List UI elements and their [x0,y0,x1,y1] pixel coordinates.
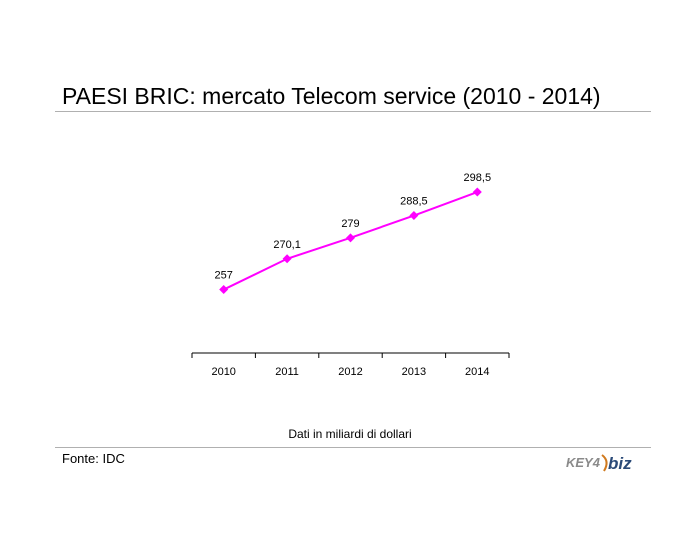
x-axis-tick-labels: 2010 2011 2012 2013 2014 [211,366,489,378]
chart-title: PAESI BRIC: mercato Telecom service (201… [62,83,601,109]
title-divider [55,111,651,112]
data-label: 257 [215,270,233,282]
x-tick-label: 2014 [465,366,489,378]
data-label: 270,1 [273,239,301,251]
data-point-marker [409,211,419,221]
x-tick-label: 2011 [275,366,299,378]
data-label: 288,5 [400,196,428,208]
units-note: Dati in miliardi di dollari [288,427,412,441]
x-tick-label: 2010 [211,366,235,378]
data-label: 279 [341,218,359,230]
source-label: Fonte: IDC [62,451,125,466]
key4biz-logo: KEY4 biz [566,454,632,473]
data-label: 298,5 [464,172,492,184]
data-point-marker [219,285,229,295]
data-point-marker [472,187,482,197]
data-point-marker [346,233,355,243]
x-tick-label: 2013 [402,366,426,378]
svg-text:biz: biz [608,454,632,473]
series-markers [219,187,482,295]
svg-text:KEY4: KEY4 [566,455,601,470]
data-labels: 257 270,1 279 288,5 298,5 [215,172,492,282]
footer-divider [55,447,651,448]
x-axis-ticks [191,353,510,358]
x-tick-label: 2012 [338,366,362,378]
data-point-marker [282,254,292,264]
